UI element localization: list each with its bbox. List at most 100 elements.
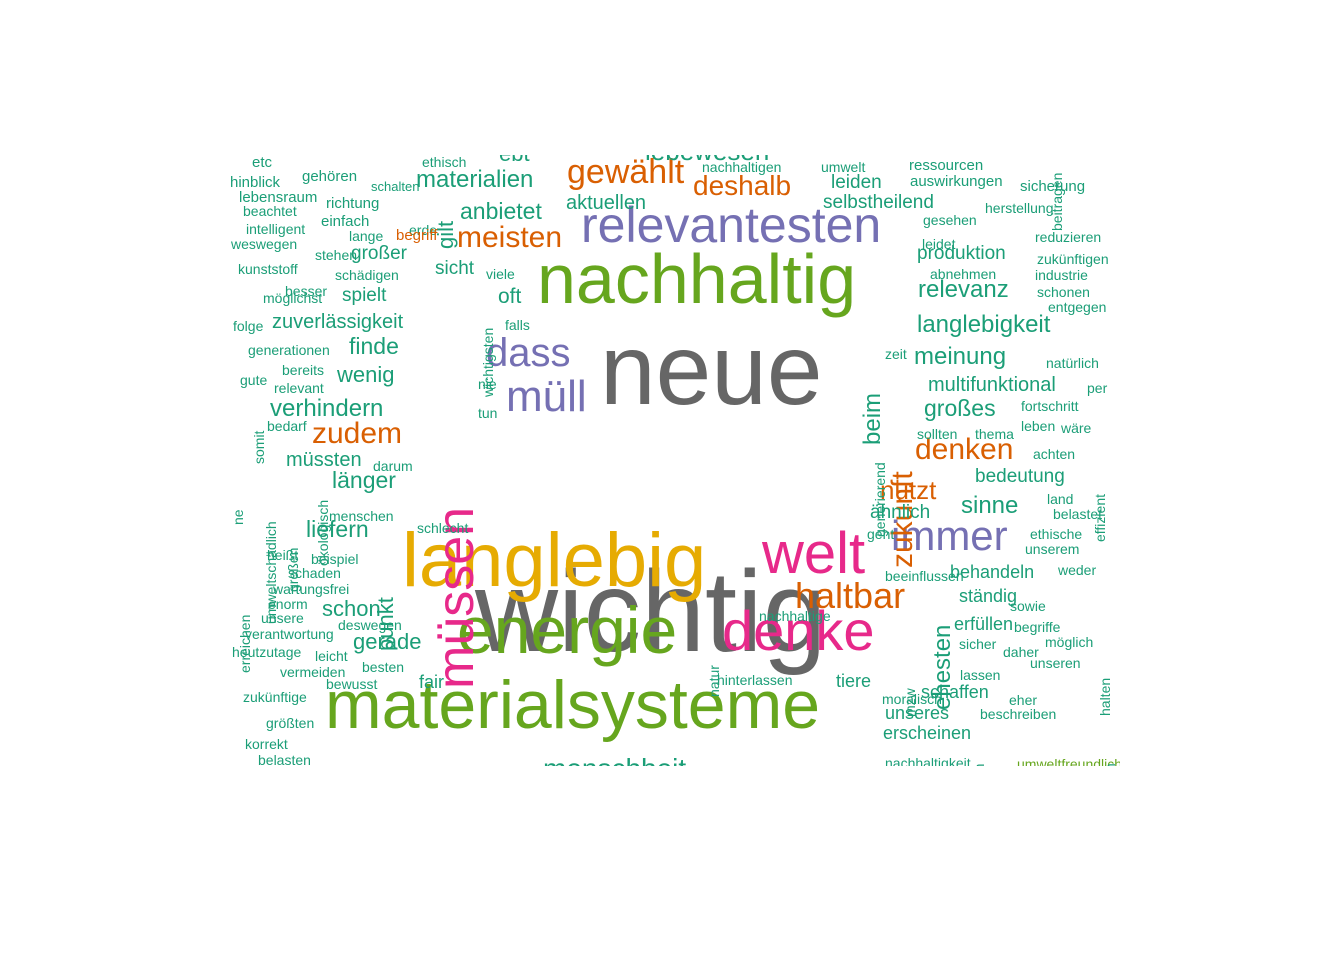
word-hinblick: hinblick xyxy=(230,174,281,191)
word-entgegen: entgegen xyxy=(1048,299,1107,315)
word-selbstheilend: selbstheilend xyxy=(823,192,934,213)
word-umweltfreundliche: umweltfreundliche xyxy=(1017,756,1120,766)
word-zudem: zudem xyxy=(312,417,403,450)
word-abnehmen: abnehmen xyxy=(930,266,997,282)
word-tiere: tiere xyxy=(836,671,872,691)
word-einfach: einfach xyxy=(321,213,370,230)
word-gehören: gehören xyxy=(302,168,358,185)
word-lange: lange xyxy=(349,228,384,244)
word-belasten: belasten xyxy=(258,752,311,766)
word-nutzt: nutzt xyxy=(880,475,937,505)
word-langlebig: langlebig xyxy=(402,518,707,603)
word-bringen: bringen xyxy=(1102,763,1118,766)
word-unserem: unserem xyxy=(1025,541,1080,557)
word-viele: viele xyxy=(486,266,515,282)
word-brauchen: brauchen xyxy=(971,764,987,766)
word-lebensraum: lebensraum xyxy=(239,189,318,206)
word-ähnlich: ähnlich xyxy=(870,502,931,523)
word-stehen: stehen xyxy=(315,247,358,263)
word-effizient: effizient xyxy=(1092,494,1108,542)
word-schon: schon xyxy=(322,596,381,621)
word-möglich: möglich xyxy=(1045,634,1094,650)
word-halten: halten xyxy=(1097,678,1113,717)
word-vermeiden: vermeiden xyxy=(280,664,346,680)
word-ne: ne xyxy=(230,509,246,525)
word-gewählt: gewählt xyxy=(567,155,685,191)
word-nachhaltige: nachhaltige xyxy=(759,608,831,624)
word-multifunktional: multifunktional xyxy=(928,374,1056,396)
word-etc: etc xyxy=(252,155,273,171)
word-erde: erde xyxy=(409,222,438,238)
word-aktuellen: aktuellen xyxy=(566,192,647,214)
word-umwelt: umwelt xyxy=(821,159,866,175)
word-sinne: sinne xyxy=(961,492,1019,519)
word-müll: müll xyxy=(506,372,587,421)
word-dass: dass xyxy=(486,331,571,375)
word-relevanz: relevanz xyxy=(918,276,1009,303)
word-kunststoff: kunststoff xyxy=(238,261,298,277)
word-korrekt: korrekt xyxy=(245,736,288,752)
word-wäre: wäre xyxy=(1061,420,1092,436)
word-erscheinen: erscheinen xyxy=(883,723,972,743)
word-per: per xyxy=(1087,380,1108,396)
word-reduzieren: reduzieren xyxy=(1035,229,1102,245)
word-nachhaltigen: nachhaltigen xyxy=(702,159,782,175)
word-leben: leben xyxy=(1021,418,1056,434)
word-schlecht: schlecht xyxy=(417,520,469,536)
word-tun: tun xyxy=(478,405,498,421)
word-bewusst: bewusst xyxy=(326,676,378,692)
word-behandeln: behandeln xyxy=(950,562,1035,582)
word-mzw: mzw xyxy=(902,688,918,717)
word-ständig: ständig xyxy=(959,586,1018,606)
word-nie: nie xyxy=(478,376,497,392)
word-möglichst: möglichst xyxy=(263,290,323,306)
word-erfüllen: erfüllen xyxy=(954,614,1014,634)
word-hinterlassen: hinterlassen xyxy=(717,672,793,688)
word-achten: achten xyxy=(1033,446,1076,462)
word-schädigen: schädigen xyxy=(335,267,399,283)
word-schonen: schonen xyxy=(1037,284,1090,300)
word-leicht: leicht xyxy=(315,648,348,664)
word-schalten: schalten xyxy=(371,179,420,194)
word-größten: größten xyxy=(266,715,315,731)
word-langlebigkeit: langlebigkeit xyxy=(917,311,1051,338)
word-haltbar: haltbar xyxy=(795,575,906,616)
word-großes: großes xyxy=(924,395,996,421)
word-deswegen: deswegen xyxy=(338,617,402,633)
word-umweltschädlich: umweltschädlich xyxy=(263,521,279,624)
word-meinung: meinung xyxy=(914,343,1007,370)
word-sicher: sicher xyxy=(959,636,997,652)
word-immer: immer xyxy=(891,512,1008,559)
word-natürlich: natürlich xyxy=(1046,355,1099,371)
word-wichtig: wichtig xyxy=(475,548,827,676)
word-ethische: ethische xyxy=(1030,526,1083,542)
word-verantwortung: verantwortung xyxy=(245,626,334,642)
word-neue: neue xyxy=(600,314,823,426)
word-materialien: materialien xyxy=(416,166,534,193)
word-industrie: industrie xyxy=(1035,267,1088,283)
word-belastet: belastet xyxy=(1053,506,1103,522)
word-meisten: meisten xyxy=(457,221,563,254)
word-thema: thema xyxy=(975,426,1014,442)
word-enorm: enorm xyxy=(268,596,308,612)
word-heißt: heißt xyxy=(267,547,299,563)
word-länger: länger xyxy=(332,467,396,493)
word-lassen: lassen xyxy=(960,667,1001,683)
word-liefern: liefern xyxy=(306,516,369,542)
word-gute: gute xyxy=(240,372,268,388)
word-lebewesen: lebewesen xyxy=(645,155,769,164)
word-produktion: produktion xyxy=(917,243,1006,264)
word-land: land xyxy=(1047,491,1074,507)
word-beachtet: beachtet xyxy=(243,203,297,219)
word-müssten: müssten xyxy=(286,449,362,471)
word-fair: fair xyxy=(419,672,445,692)
word-heutzutage: heutzutage xyxy=(232,644,302,660)
word-welt: welt xyxy=(762,521,866,586)
word-denken: denken xyxy=(915,433,1014,466)
word-spielt: spielt xyxy=(342,285,387,306)
word-ebt: ebt xyxy=(499,155,530,165)
word-richtung: richtung xyxy=(326,195,380,212)
word-generierend: generierend xyxy=(872,462,888,537)
word-generationen: generationen xyxy=(248,342,330,358)
word-cloud: wichtig neue nachhaltig materialsysteme lang… xyxy=(225,155,1120,766)
